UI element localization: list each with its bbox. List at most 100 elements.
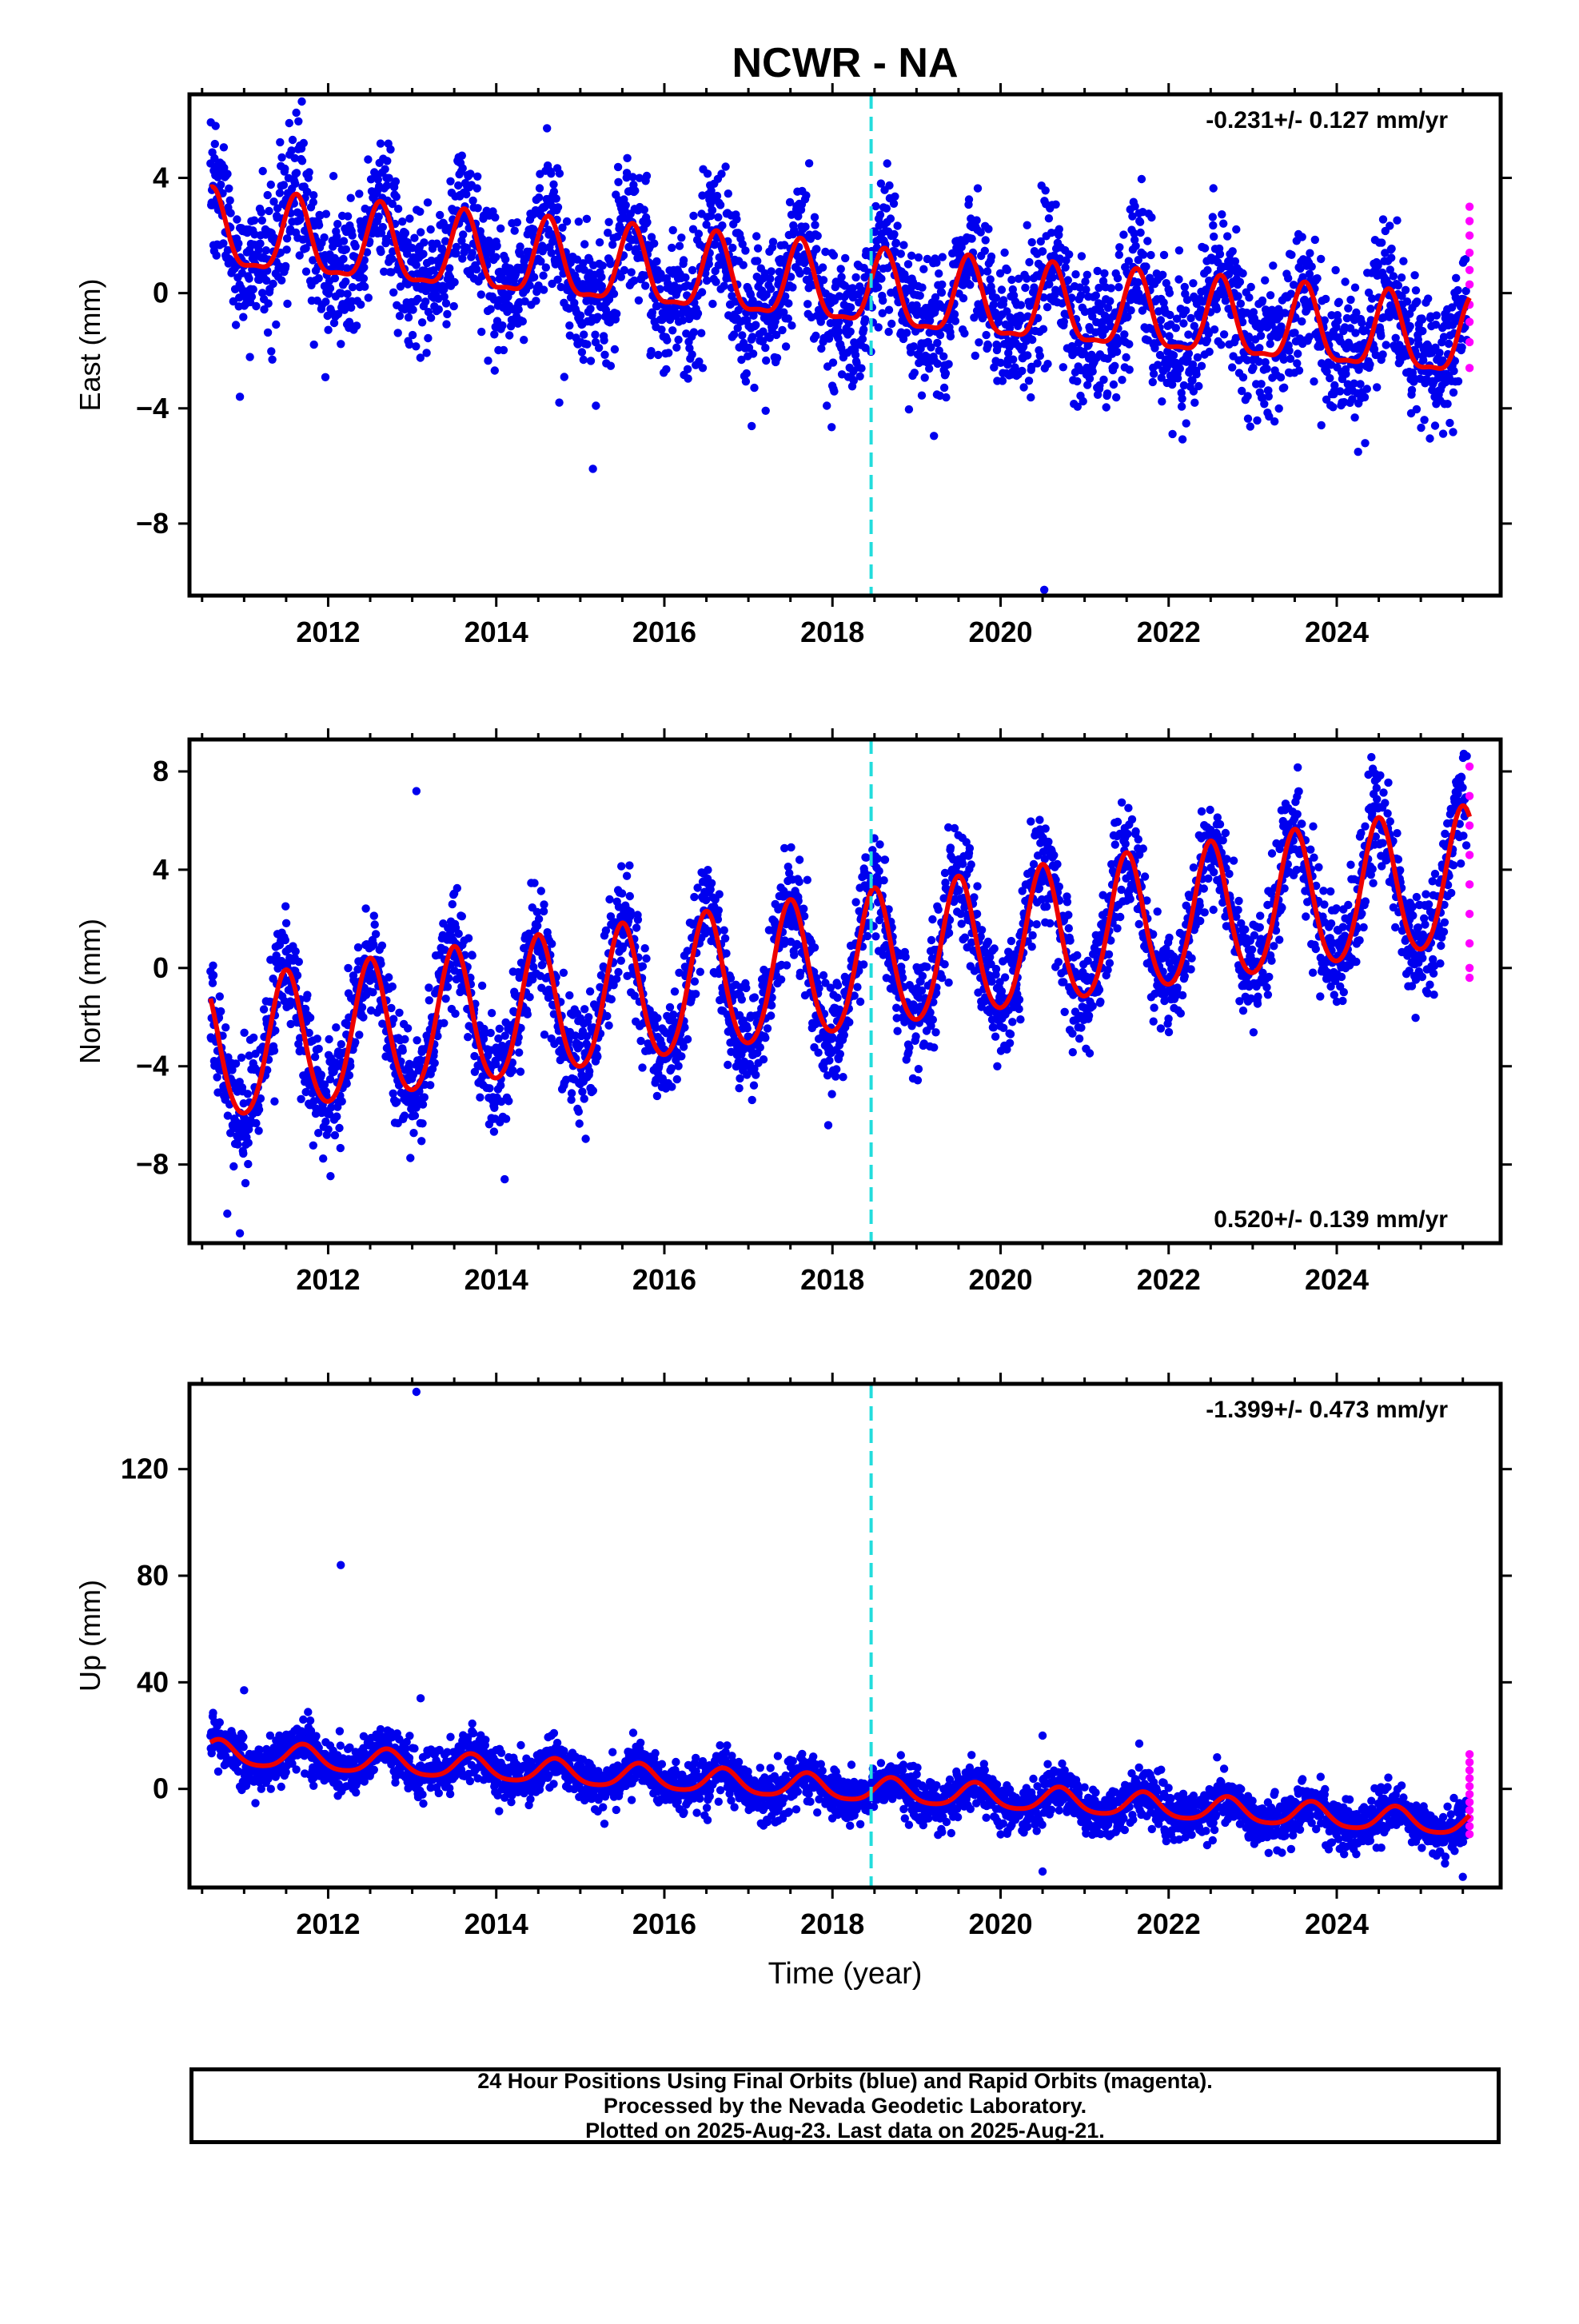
east-final-point bbox=[276, 138, 284, 146]
east-final-point bbox=[294, 118, 302, 126]
east-final-point bbox=[1018, 367, 1026, 375]
east-final-point bbox=[677, 233, 685, 241]
east-final-point bbox=[1192, 370, 1200, 378]
east-final-point bbox=[1175, 246, 1183, 254]
east-final-point bbox=[258, 217, 266, 225]
east-final-point bbox=[749, 349, 757, 357]
east-final-point bbox=[859, 325, 867, 333]
east-final-point bbox=[647, 347, 655, 355]
east-final-point bbox=[1118, 376, 1126, 384]
east-final-point bbox=[340, 237, 348, 245]
east-final-point bbox=[302, 268, 310, 276]
north-final-point bbox=[453, 884, 461, 892]
north-final-point bbox=[724, 1061, 732, 1069]
east-final-point bbox=[339, 255, 347, 263]
east-final-point bbox=[377, 248, 385, 256]
east-final-point bbox=[324, 326, 332, 334]
north-final-point bbox=[751, 993, 759, 1001]
east-final-point bbox=[388, 255, 396, 263]
east-final-point bbox=[612, 309, 620, 317]
north-final-point bbox=[213, 1073, 221, 1081]
east-final-point bbox=[1092, 291, 1100, 299]
north-final-point bbox=[617, 957, 625, 965]
east-final-point bbox=[1454, 377, 1462, 385]
east-final-point bbox=[875, 323, 883, 331]
east-final-point bbox=[704, 169, 712, 177]
east-final-point bbox=[1284, 274, 1292, 282]
east-final-point bbox=[847, 303, 855, 311]
east-rapid-point bbox=[1465, 281, 1473, 289]
north-final-point bbox=[240, 1029, 248, 1037]
east-final-point bbox=[1083, 271, 1091, 279]
east-final-point bbox=[741, 246, 749, 254]
east-final-point bbox=[1009, 356, 1017, 364]
east-final-point bbox=[450, 302, 458, 310]
east-final-point bbox=[1350, 413, 1358, 421]
east-final-point bbox=[413, 261, 421, 269]
east-final-point bbox=[1017, 301, 1025, 309]
east-final-point bbox=[1112, 393, 1120, 401]
east-final-point bbox=[959, 294, 967, 302]
east-final-point bbox=[459, 230, 467, 238]
east-final-point bbox=[883, 159, 891, 167]
east-final-point bbox=[223, 169, 231, 177]
east-final-point bbox=[1146, 251, 1154, 259]
east-final-point bbox=[1086, 374, 1094, 382]
east-final-point bbox=[442, 320, 450, 328]
north-final-point bbox=[421, 1093, 429, 1101]
east-final-point bbox=[697, 329, 705, 337]
north-final-point bbox=[254, 1126, 262, 1134]
east-final-point bbox=[1136, 229, 1144, 237]
east-final-point bbox=[326, 285, 334, 293]
east-final-point bbox=[650, 239, 658, 247]
east-xtick-label-2022: 2022 bbox=[1137, 616, 1201, 648]
east-final-point bbox=[811, 332, 819, 340]
east-final-point bbox=[1223, 232, 1231, 240]
north-final-point bbox=[319, 1154, 327, 1162]
north-final-point bbox=[344, 964, 352, 972]
north-final-point bbox=[653, 1092, 661, 1100]
east-final-point bbox=[1417, 424, 1425, 432]
north-final-point bbox=[568, 1089, 576, 1097]
north-final-point bbox=[720, 927, 728, 935]
east-final-point bbox=[1198, 362, 1206, 370]
east-final-point bbox=[1028, 336, 1036, 344]
east-final-point bbox=[684, 374, 692, 382]
east-final-point bbox=[1179, 319, 1187, 327]
east-final-point bbox=[1039, 247, 1047, 255]
east-final-point bbox=[587, 357, 595, 365]
east-final-point bbox=[422, 349, 430, 357]
north-final-point bbox=[303, 991, 311, 999]
east-final-point bbox=[226, 197, 234, 205]
east-final-point bbox=[1445, 340, 1453, 348]
east-final-point bbox=[413, 295, 421, 303]
east-xtick-label-2012: 2012 bbox=[296, 616, 360, 648]
east-final-point bbox=[442, 299, 450, 307]
east-final-point bbox=[669, 226, 677, 234]
east-final-point bbox=[424, 198, 432, 206]
east-final-point bbox=[267, 347, 275, 355]
north-final-point bbox=[653, 1014, 661, 1022]
east-final-point bbox=[1186, 314, 1194, 322]
east-final-point bbox=[848, 284, 856, 292]
east-final-point bbox=[1048, 273, 1056, 281]
east-final-point bbox=[1209, 221, 1217, 229]
east-final-point bbox=[459, 164, 467, 172]
north-final-point bbox=[411, 1111, 419, 1119]
east-final-point bbox=[1028, 238, 1036, 246]
east-xtick-label-2020: 2020 bbox=[968, 616, 1032, 648]
east-final-point bbox=[951, 317, 959, 325]
north-final-point bbox=[281, 936, 289, 944]
north-final-point bbox=[625, 861, 633, 869]
east-final-point bbox=[446, 177, 454, 185]
north-final-point bbox=[441, 995, 449, 1003]
east-final-point bbox=[435, 305, 443, 313]
east-final-point bbox=[717, 169, 725, 177]
north-final-point bbox=[604, 1022, 612, 1030]
east-final-point bbox=[1051, 201, 1059, 209]
east-final-point bbox=[883, 205, 891, 213]
east-final-point bbox=[1387, 253, 1395, 261]
east-final-point bbox=[890, 230, 898, 238]
east-final-point bbox=[904, 260, 912, 268]
north-final-point bbox=[540, 1030, 548, 1038]
